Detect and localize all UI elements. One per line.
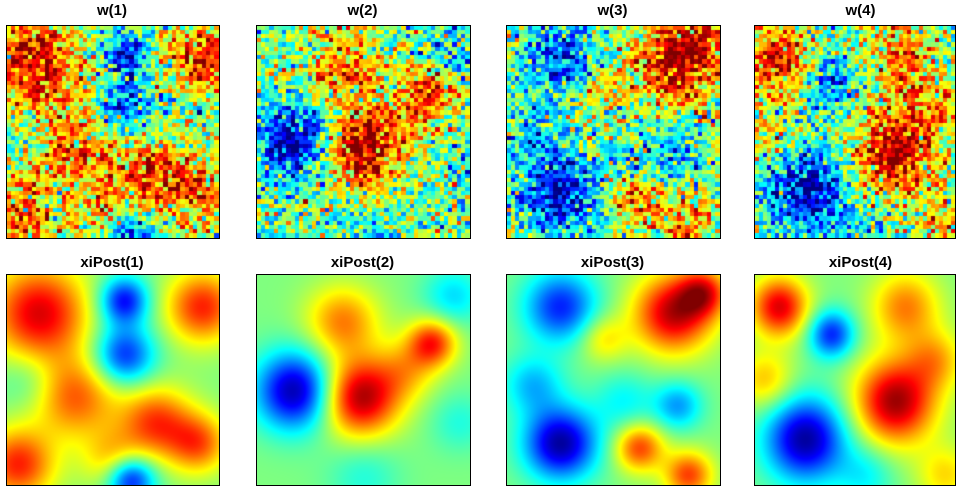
- panel-title: xiPost(3): [580, 254, 645, 271]
- panel-title: w(2): [347, 2, 378, 19]
- heatmap-xipost2: [256, 274, 471, 486]
- panel-title: w(4): [845, 2, 876, 19]
- heatmap-w2: [256, 25, 471, 239]
- heatmap-w3: [506, 25, 721, 239]
- heatmap-w4: [754, 25, 956, 239]
- panel-title: w(3): [597, 2, 628, 19]
- heatmap-w1: [6, 25, 220, 239]
- panel-title: xiPost(4): [828, 254, 893, 271]
- heatmap-xipost3: [506, 274, 721, 486]
- panel-title: w(1): [97, 2, 127, 19]
- heatmap-xipost1: [6, 274, 220, 486]
- panel-title: xiPost(2): [330, 254, 395, 271]
- panel-title: xiPost(1): [80, 254, 144, 271]
- heatmap-xipost4: [754, 274, 956, 486]
